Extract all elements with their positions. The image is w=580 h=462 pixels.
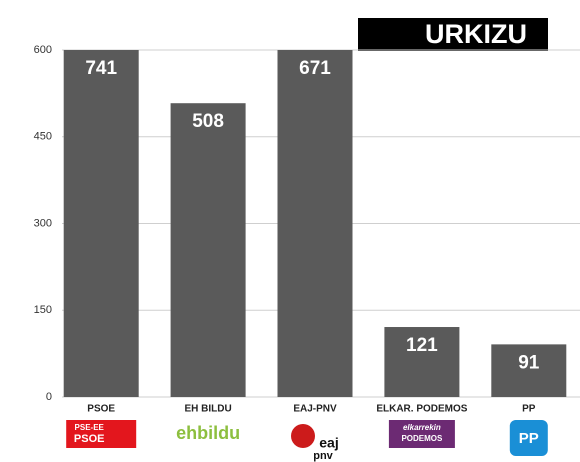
bar xyxy=(277,50,353,398)
value-label: 671 xyxy=(299,58,331,79)
logo-text: ehbildu xyxy=(176,423,240,443)
bars xyxy=(63,50,567,398)
title-box xyxy=(358,18,548,51)
logo-text: PODEMOS xyxy=(401,434,443,443)
bar xyxy=(63,50,139,398)
y-tick-label: 150 xyxy=(34,304,52,316)
logo-mark xyxy=(291,424,315,448)
bar xyxy=(384,327,460,397)
logo-box xyxy=(388,420,455,448)
logo-text: eaj xyxy=(319,435,338,451)
x-tick-label: EH BILDU xyxy=(184,404,231,415)
value-label: 508 xyxy=(192,111,224,132)
value-label: 121 xyxy=(406,335,438,356)
y-tick-label: 0 xyxy=(46,391,52,403)
logo-text: pnv xyxy=(313,450,333,462)
logo-box xyxy=(509,420,548,456)
value-label: 91 xyxy=(518,352,540,373)
bar xyxy=(170,103,246,397)
logo-text: elkarrekin xyxy=(403,423,441,432)
y-tick-label: 450 xyxy=(34,131,52,143)
chart-title: URKIZU xyxy=(425,19,527,49)
logo-text: PP xyxy=(519,430,539,447)
x-tick-label: PP xyxy=(522,404,536,415)
y-tick-label: 300 xyxy=(34,217,52,229)
logo-text: PSE-EE xyxy=(75,423,105,432)
x-tick-label: EAJ-PNV xyxy=(293,404,337,415)
x-tick-label: PSOE xyxy=(87,404,115,415)
logo-text: PSOE xyxy=(74,433,105,445)
value-label: 741 xyxy=(85,58,117,79)
logo-box xyxy=(66,420,137,448)
y-tick-label: 600 xyxy=(34,44,52,56)
x-tick-label: ELKAR. PODEMOS xyxy=(376,404,467,415)
bar xyxy=(491,344,567,397)
